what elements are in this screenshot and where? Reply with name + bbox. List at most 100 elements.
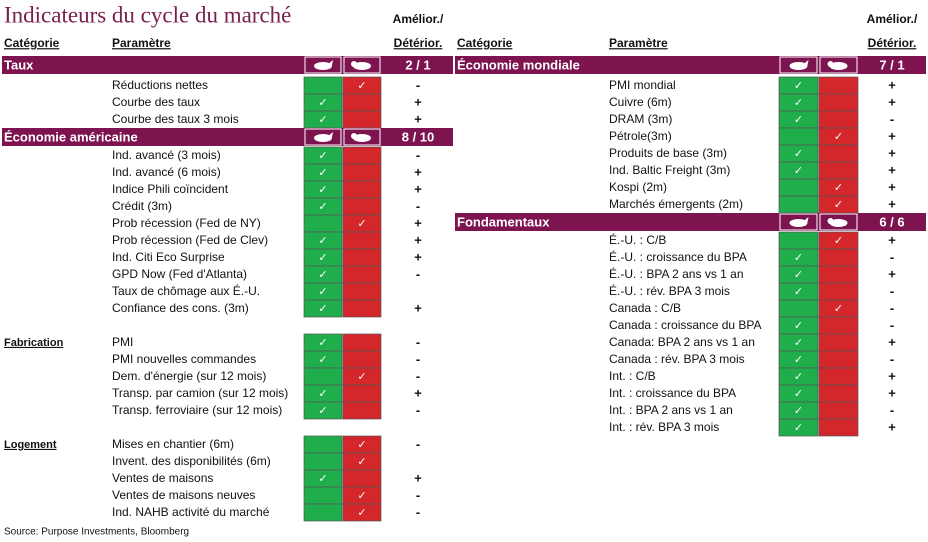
bear-cell: [818, 93, 859, 112]
parameter: Produits de base (3m): [609, 146, 727, 160]
bull-cell: [303, 503, 343, 522]
change-sign: -: [890, 283, 894, 298]
bear-cell: [818, 316, 859, 335]
bear-cell: [342, 350, 382, 369]
change-sign: +: [888, 77, 896, 92]
section-score: 8 / 10: [402, 129, 435, 144]
change-sign: +: [888, 334, 896, 349]
bear-cell: [818, 161, 859, 180]
signal-check: ✓: [834, 303, 843, 315]
bear-cell: [342, 146, 382, 165]
bear-cell: [342, 503, 382, 522]
signal-check: ✓: [794, 337, 803, 349]
signal-check: ✓: [318, 354, 327, 366]
section-score: 2 / 1: [405, 57, 430, 72]
change-sign: +: [414, 300, 422, 315]
section-bar: [2, 56, 453, 74]
change-sign: -: [416, 436, 420, 451]
signal-check: ✓: [834, 182, 843, 194]
bull-cell: [303, 401, 343, 420]
bear-cell: [342, 282, 382, 301]
parameter: Ind. avancé (6 mois): [112, 165, 221, 179]
bull-cell: [778, 418, 819, 437]
bull-horns: [803, 60, 809, 65]
change-sign: +: [414, 94, 422, 109]
signal-check: ✓: [794, 286, 803, 298]
signal-check: ✓: [318, 150, 327, 162]
category-label: Fabrication: [4, 337, 64, 349]
parameter: PMI mondial: [609, 78, 676, 92]
change-sign: -: [890, 402, 894, 417]
bear-icon: [829, 62, 848, 70]
bear-cell: [818, 384, 859, 403]
parameter: É.-U. : croissance du BPA: [609, 249, 747, 264]
parameter: Int. : BPA 2 ans vs 1 an: [609, 403, 733, 417]
bear-cell: [342, 401, 382, 420]
change-sign: +: [414, 470, 422, 485]
bear-cell: [818, 282, 859, 301]
parameter: Taux de chômage aux É.-U.: [112, 283, 260, 298]
bear-cell: [818, 248, 859, 267]
change-sign: -: [416, 504, 420, 519]
source-note: Source: Purpose Investments, Bloomberg: [4, 527, 189, 538]
bull-cell: [778, 178, 819, 197]
bear-head: [351, 133, 357, 139]
change-sign: +: [888, 128, 896, 143]
section-title: Fondamentaux: [457, 214, 550, 229]
change-sign: +: [888, 94, 896, 109]
parameter: Canada : croissance du BPA: [609, 318, 762, 332]
bull-cell: [303, 299, 343, 318]
change-sign: -: [890, 300, 894, 315]
bear-cell: [342, 110, 382, 129]
bear-cell: [818, 367, 859, 386]
change-sign: +: [414, 181, 422, 196]
change-sign: -: [416, 147, 420, 162]
change-sign: -: [890, 249, 894, 264]
parameter: Int. : C/B: [609, 369, 656, 383]
signal-check: ✓: [318, 167, 327, 179]
parameter: Invent. des disponibilités (6m): [112, 454, 271, 468]
bear-cell: [818, 110, 859, 129]
section-score: 7 / 1: [879, 57, 904, 72]
signal-check: ✓: [318, 235, 327, 247]
section-title: Économie mondiale: [457, 57, 580, 72]
signal-check: ✓: [357, 218, 366, 230]
bear-cell: [342, 384, 382, 403]
change-sign: -: [890, 351, 894, 366]
signal-check: ✓: [794, 148, 803, 160]
change-sign: +: [888, 385, 896, 400]
signal-check: ✓: [318, 286, 327, 298]
signal-check: ✓: [318, 184, 327, 196]
signal-check: ✓: [318, 269, 327, 281]
signal-check: ✓: [794, 320, 803, 332]
change-sign: +: [888, 419, 896, 434]
change-sign: -: [416, 368, 420, 383]
bear-cell: [818, 76, 859, 95]
bull-icon: [314, 134, 332, 142]
parameter: Int. : rév. BPA 3 mois: [609, 420, 719, 434]
bear-cell: [818, 401, 859, 420]
signal-check: ✓: [794, 97, 803, 109]
change-sign: +: [888, 145, 896, 160]
parameter: É.-U. : C/B: [609, 232, 666, 247]
category-label: Logement: [4, 439, 57, 451]
bear-cell: [342, 469, 382, 488]
parameter: DRAM (3m): [609, 112, 672, 126]
parameter: Canada : rév. BPA 3 mois: [609, 352, 745, 366]
parameter: Courbe des taux 3 mois: [112, 112, 239, 126]
signal-check: ✓: [357, 371, 366, 383]
change-sign: +: [888, 179, 896, 194]
change-sign: +: [888, 266, 896, 281]
change-sign: -: [416, 351, 420, 366]
change-sign: +: [414, 249, 422, 264]
bear-cell: [342, 197, 382, 216]
bear-icon: [353, 134, 371, 142]
bull-horns: [803, 217, 809, 222]
signal-check: ✓: [318, 252, 327, 264]
signal-check: ✓: [834, 235, 843, 247]
signal-check: ✓: [318, 388, 327, 400]
bear-cell: [342, 163, 382, 182]
signal-check: ✓: [357, 507, 366, 519]
parameter: Ind. Citi Eco Surprise: [112, 250, 225, 264]
parameter: Transp. ferroviaire (sur 12 mois): [112, 403, 282, 417]
